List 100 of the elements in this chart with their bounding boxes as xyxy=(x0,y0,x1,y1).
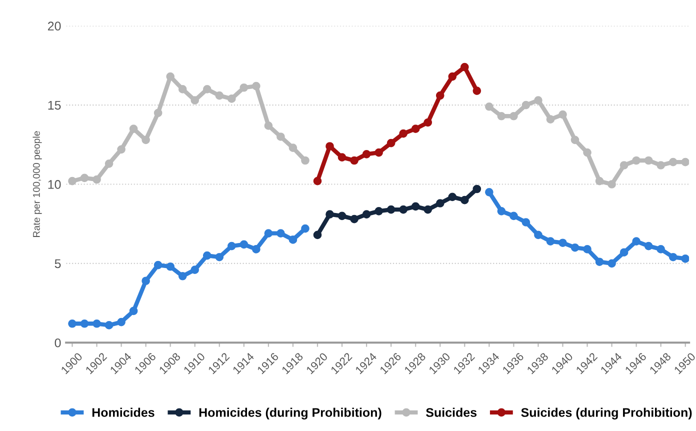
point xyxy=(374,148,383,157)
point xyxy=(681,254,690,263)
point xyxy=(620,161,628,170)
point xyxy=(681,158,690,166)
y-tick-label: 0 xyxy=(54,338,61,348)
point xyxy=(252,82,260,90)
y-tick-label: 5 xyxy=(54,259,61,268)
point xyxy=(558,110,567,119)
point xyxy=(313,230,322,240)
point xyxy=(436,91,444,100)
point xyxy=(374,207,383,216)
point xyxy=(583,148,592,157)
point xyxy=(485,102,494,111)
point xyxy=(608,180,616,188)
point xyxy=(472,184,482,194)
point xyxy=(558,238,567,248)
point xyxy=(362,210,371,219)
point xyxy=(129,306,138,316)
legend-label: Suicides (during Prohibition) xyxy=(521,408,692,420)
point xyxy=(190,266,200,274)
point xyxy=(595,258,604,266)
point xyxy=(142,136,150,144)
point xyxy=(534,96,542,104)
point xyxy=(92,175,101,184)
point xyxy=(117,318,126,326)
point xyxy=(92,319,101,328)
point xyxy=(546,237,555,246)
point xyxy=(510,112,518,120)
point xyxy=(570,136,580,144)
point xyxy=(215,91,224,100)
point xyxy=(68,319,76,328)
legend-label: Homicides xyxy=(92,408,154,417)
point xyxy=(448,192,457,202)
point xyxy=(215,252,224,262)
point xyxy=(326,210,334,219)
point xyxy=(117,145,126,154)
y-axis-title: Rate per 100,000 people xyxy=(32,131,42,237)
point xyxy=(497,112,506,120)
point xyxy=(424,118,432,127)
point xyxy=(240,83,248,92)
point xyxy=(632,156,640,165)
point xyxy=(276,229,285,238)
y-tick-label: 10 xyxy=(48,180,61,189)
point xyxy=(338,153,346,162)
point xyxy=(460,196,469,204)
point xyxy=(350,214,358,224)
point xyxy=(252,245,260,254)
legend-label: Suicides xyxy=(426,408,477,417)
point xyxy=(178,85,187,94)
point xyxy=(522,218,530,226)
point xyxy=(80,174,89,182)
point xyxy=(386,205,396,214)
point xyxy=(570,243,580,252)
point xyxy=(668,158,678,166)
point xyxy=(656,245,666,254)
point xyxy=(129,124,138,133)
point xyxy=(620,248,628,257)
point xyxy=(644,242,653,250)
point xyxy=(448,72,457,81)
point xyxy=(104,159,114,168)
point xyxy=(472,86,482,95)
point xyxy=(668,252,678,262)
point xyxy=(288,236,298,244)
legend-label: Homicides (during Prohibition) xyxy=(199,408,382,420)
point xyxy=(411,202,420,211)
point xyxy=(595,176,604,186)
point xyxy=(104,321,114,330)
point xyxy=(227,242,236,250)
point xyxy=(80,319,89,328)
point xyxy=(276,132,285,141)
point xyxy=(424,205,432,214)
point xyxy=(522,100,530,110)
point xyxy=(190,96,200,104)
point xyxy=(656,161,666,170)
point xyxy=(166,262,175,271)
point xyxy=(608,259,616,268)
point xyxy=(386,138,396,148)
point xyxy=(644,156,653,165)
point xyxy=(497,207,506,216)
point xyxy=(399,205,408,214)
point xyxy=(240,240,248,249)
point xyxy=(227,94,236,103)
point xyxy=(583,245,592,254)
point xyxy=(301,224,310,233)
point xyxy=(632,237,640,246)
point xyxy=(301,156,310,165)
point xyxy=(288,144,298,152)
point xyxy=(460,62,469,72)
point xyxy=(534,230,542,240)
point xyxy=(338,212,346,220)
point xyxy=(264,121,273,130)
point xyxy=(546,115,555,124)
point xyxy=(436,199,444,208)
point xyxy=(510,212,518,220)
point xyxy=(142,276,150,286)
point xyxy=(264,229,273,238)
point xyxy=(485,188,494,196)
point xyxy=(68,176,76,186)
point xyxy=(154,260,162,270)
point xyxy=(399,129,408,138)
